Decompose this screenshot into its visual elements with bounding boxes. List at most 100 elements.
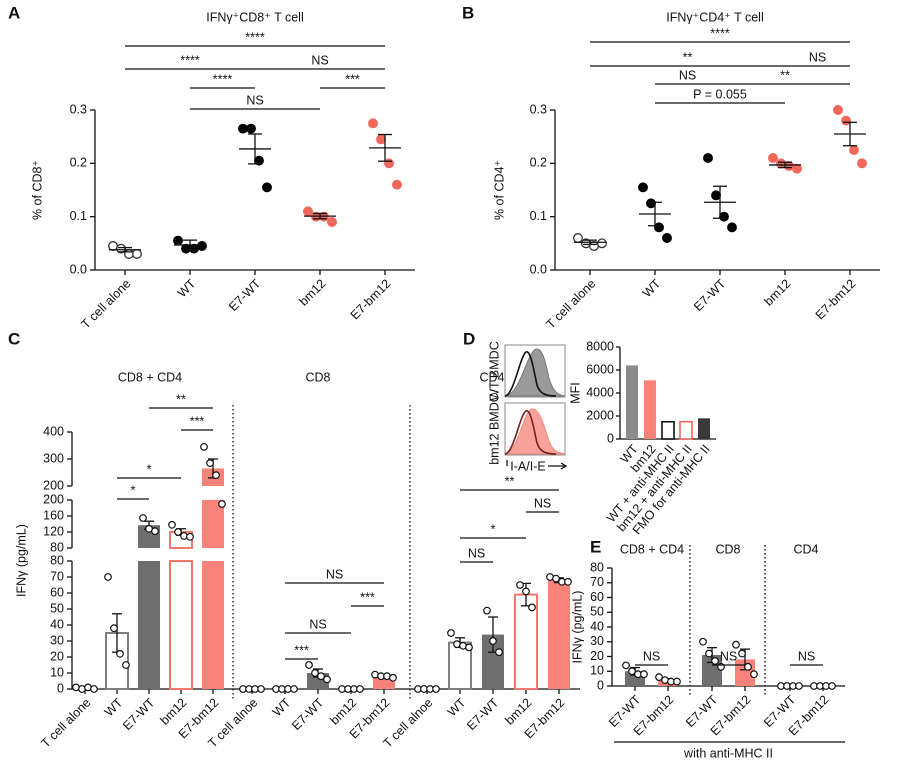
histogram-frame: [504, 402, 566, 456]
y-tick-label: 10: [50, 665, 64, 679]
data-point: [212, 471, 220, 480]
data-point: [116, 649, 124, 658]
y-axis-label: IFNγ (pg/mL): [14, 524, 28, 597]
significance-label: ***: [360, 590, 375, 604]
y-tick-label: 8000: [586, 339, 614, 353]
data-point: [139, 514, 147, 522]
data-point: [768, 153, 778, 163]
x-tick-label: WT: [640, 276, 664, 300]
y-tick-label: 6000: [586, 362, 614, 376]
histogram-x-label: I-A/I-E: [510, 459, 545, 473]
data-point: [495, 648, 503, 657]
data-point: [857, 158, 867, 169]
significance-label: ***: [190, 414, 205, 428]
data-point: [173, 235, 183, 246]
data-point: [132, 249, 142, 259]
data-point: [699, 637, 707, 646]
data-point: [181, 243, 191, 254]
data-point: [622, 661, 630, 670]
data-point: [792, 163, 802, 174]
x-tick-label: T cell alone: [39, 696, 94, 751]
data-point: [719, 211, 729, 222]
data-point: [303, 206, 313, 217]
significance-label: **: [683, 50, 693, 64]
x-tick-label: bm12: [296, 277, 328, 309]
data-point: [833, 105, 843, 115]
y-tick-label: 20: [590, 649, 604, 663]
group-title: CD4: [479, 370, 504, 384]
y-tick-label: 0.1: [70, 209, 87, 223]
significance-label: *: [491, 522, 496, 536]
x-tick-label: T cell alone: [544, 277, 599, 332]
y-tick-label: 2000: [586, 408, 614, 422]
y-tick-label: 70: [50, 569, 64, 583]
data-point: [705, 649, 713, 658]
x-tick-label: E7-WT: [691, 276, 729, 314]
data-point: [447, 629, 455, 637]
significance-label: NS: [720, 649, 737, 663]
histogram-label: WT BMDC: [487, 341, 501, 401]
data-point: [200, 442, 208, 451]
significance-label: ***: [294, 643, 309, 657]
y-tick-label: 60: [50, 585, 64, 599]
x-tick-label: WT: [445, 695, 469, 719]
y-tick-label: 160: [43, 508, 64, 522]
data-point: [174, 528, 182, 536]
x-tick-label: E7-WT: [464, 695, 502, 733]
x-tick-label: WT: [102, 695, 126, 719]
panel-letter: D: [463, 329, 475, 348]
y-tick-label: 300: [43, 451, 64, 465]
histogram-axis-arrowhead: [560, 462, 568, 470]
data-point: [732, 640, 740, 649]
data-point: [655, 673, 663, 682]
data-point: [186, 532, 194, 541]
significance-label: P = 0.055: [693, 87, 747, 101]
y-tick-label: 40: [50, 617, 64, 631]
data-point: [711, 657, 719, 665]
y-axis-label: % of CD4⁺: [492, 160, 506, 220]
significance-label: NS: [246, 93, 263, 107]
y-tick-label: 70: [590, 575, 604, 589]
significance-label: **: [505, 474, 515, 488]
data-point: [356, 685, 364, 693]
data-point: [589, 241, 599, 251]
data-point: [522, 587, 530, 596]
histogram-frame: [504, 344, 566, 398]
y-tick-label: 0.3: [70, 102, 87, 116]
significance-label: NS: [534, 496, 551, 510]
x-tick-label: WT: [270, 695, 294, 719]
y-axis-label: MFI: [568, 382, 582, 404]
significance-label: ****: [245, 30, 265, 44]
bar: [169, 560, 193, 690]
data-point: [238, 123, 248, 134]
y-tick-label: 50: [590, 605, 604, 619]
data-point: [564, 577, 572, 586]
y-tick-label: 0.3: [530, 102, 547, 116]
significance-label: ***: [345, 72, 360, 86]
panel-letter: E: [590, 537, 601, 556]
y-tick-label: 0: [57, 681, 64, 695]
footnote: with anti-MHC II: [683, 746, 773, 760]
data-point: [703, 153, 713, 163]
significance-label: NS: [468, 546, 485, 560]
y-tick-label: 0.1: [530, 209, 547, 223]
data-point: [151, 527, 159, 536]
y-tick-label: 30: [50, 633, 64, 647]
data-point: [750, 670, 758, 679]
y-tick-label: 80: [50, 553, 64, 567]
histogram-curve: [504, 351, 557, 397]
data-point: [795, 682, 803, 690]
significance-label: **: [780, 68, 790, 82]
data-point: [90, 685, 98, 693]
chart-title: IFNγ⁺CD8⁺ T cell: [206, 10, 303, 24]
y-tick-label: 80: [50, 540, 64, 554]
x-tick-label: E7-bm12: [348, 277, 394, 323]
significance-label: NS: [311, 53, 328, 67]
data-point: [828, 682, 836, 690]
bar: [482, 634, 504, 689]
y-tick-label: 200: [43, 478, 64, 492]
data-point: [516, 581, 524, 589]
data-point: [257, 685, 265, 693]
bar: [548, 580, 570, 689]
panel-letter: A: [8, 3, 20, 22]
